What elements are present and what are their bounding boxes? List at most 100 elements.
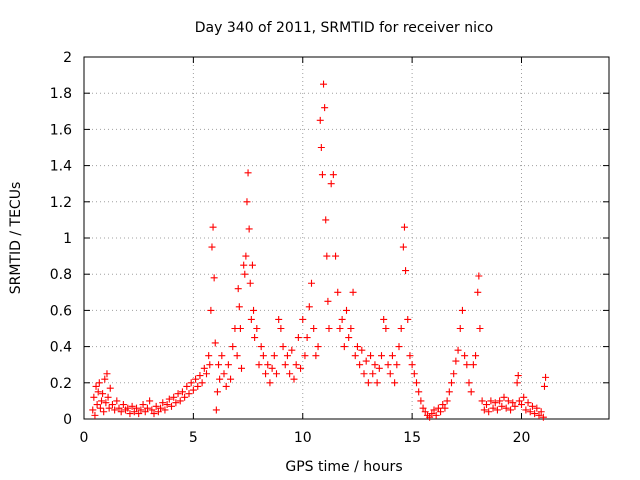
data-point [95, 379, 103, 387]
data-point [246, 279, 254, 287]
data-point [141, 408, 149, 416]
data-point [327, 180, 335, 188]
data-point [515, 397, 523, 405]
y-tick-label: 0.8 [50, 267, 72, 283]
data-point [292, 361, 300, 369]
y-tick-label: 0.6 [50, 303, 72, 319]
data-point [465, 379, 473, 387]
data-point [283, 352, 291, 360]
data-point [235, 303, 243, 311]
x-tick-label: 15 [403, 430, 421, 446]
data-point [154, 408, 162, 416]
data-point [133, 404, 140, 412]
data-point [229, 343, 237, 351]
data-point [303, 334, 311, 342]
data-point [94, 388, 102, 396]
data-point [469, 361, 477, 369]
data-point [174, 390, 182, 398]
data-point [220, 370, 228, 378]
data-point [507, 406, 515, 414]
data-point [181, 393, 189, 401]
data-point [176, 397, 184, 405]
x-tick-label: 20 [513, 430, 531, 446]
data-point [119, 401, 127, 409]
data-point [200, 364, 208, 372]
data-point [458, 306, 466, 314]
data-point [509, 399, 517, 407]
data-point [111, 406, 119, 414]
data-point [351, 352, 359, 360]
data-point [273, 370, 280, 378]
data-point [305, 303, 313, 311]
data-point [518, 401, 525, 409]
data-point [428, 410, 436, 418]
data-point [316, 116, 324, 124]
data-point [218, 352, 226, 360]
data-point [234, 285, 242, 293]
data-point [362, 357, 370, 365]
data-point [243, 198, 251, 206]
data-point [187, 379, 195, 387]
data-point [209, 223, 217, 231]
data-point [117, 408, 125, 416]
data-point [251, 334, 259, 342]
data-point [143, 404, 151, 412]
data-point [240, 261, 248, 269]
data-point [314, 343, 322, 351]
data-point [400, 223, 408, 231]
y-tick-label: 0.2 [50, 376, 72, 392]
data-point [96, 404, 104, 412]
data-point [454, 346, 462, 354]
data-point [224, 361, 232, 369]
data-point [297, 364, 305, 372]
data-point [257, 343, 265, 351]
data-point [324, 297, 332, 305]
data-point [320, 80, 328, 88]
data-point [128, 402, 136, 410]
y-tick-label: 1.2 [50, 195, 72, 211]
data-point [439, 401, 447, 409]
data-point [323, 252, 331, 260]
data-point [286, 370, 294, 378]
data-point [445, 388, 453, 396]
data-point [215, 361, 223, 369]
x-axis-label: GPS time / hours [285, 459, 402, 475]
data-point [364, 379, 372, 387]
data-point [207, 306, 215, 314]
data-point [483, 401, 490, 409]
data-point [498, 402, 506, 410]
data-point [137, 406, 145, 414]
y-axis-label: SRMTID / TECUs [8, 182, 24, 295]
data-point [206, 361, 214, 369]
data-point [104, 393, 112, 401]
data-point [388, 352, 396, 360]
y-tick-label: 1.6 [50, 122, 72, 138]
data-point [255, 361, 263, 369]
data-points [89, 80, 550, 421]
data-point [205, 352, 213, 360]
data-point [520, 393, 528, 401]
data-point [203, 370, 210, 378]
data-point [452, 357, 460, 365]
data-point [384, 361, 392, 369]
data-point [478, 397, 486, 405]
data-point [310, 325, 318, 332]
data-point [312, 352, 320, 360]
data-point [245, 225, 253, 233]
data-point [371, 361, 379, 369]
data-point [238, 364, 245, 372]
data-point [491, 399, 499, 407]
data-point [268, 364, 276, 372]
data-point [91, 411, 99, 419]
data-point [98, 397, 105, 405]
data-point [474, 288, 482, 296]
data-point [380, 315, 388, 323]
y-tick-label: 1.4 [50, 159, 72, 175]
y-tick-label: 1 [63, 231, 72, 247]
data-point [194, 382, 202, 390]
data-point [485, 408, 493, 416]
data-point [448, 379, 455, 387]
data-point [150, 410, 158, 418]
data-point [347, 325, 355, 332]
